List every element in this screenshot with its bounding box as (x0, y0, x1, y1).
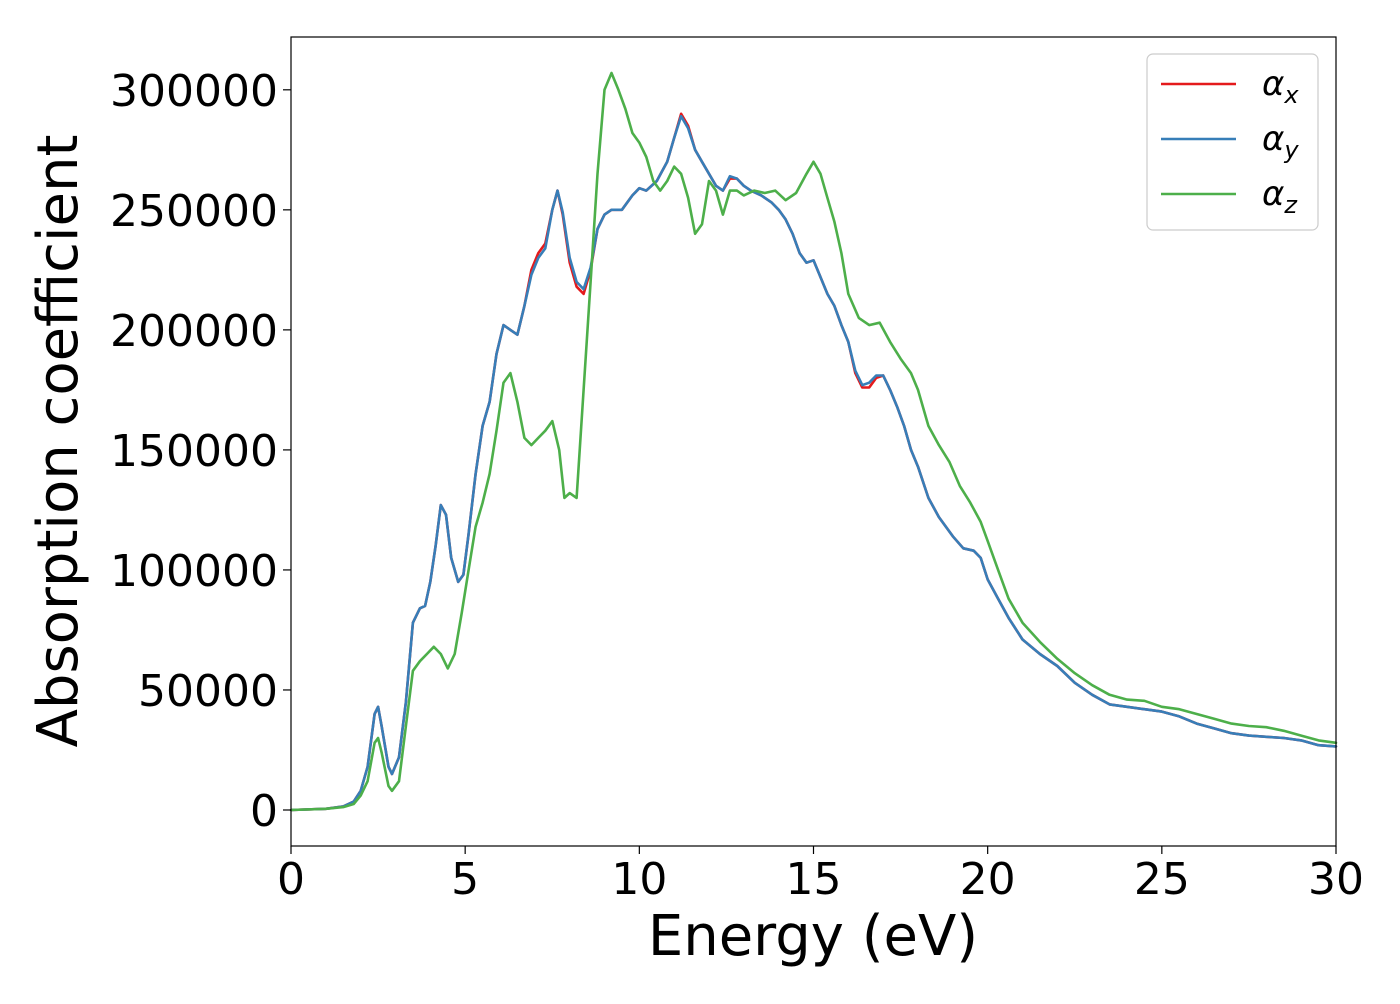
series-lines (289, 71, 1338, 812)
x-axis-label: Energy (eV) (648, 904, 978, 969)
x-tick-label: 0 (277, 854, 305, 905)
legend-label-z: αz (1262, 174, 1298, 219)
series-line-z (289, 71, 1338, 812)
legend-symbol: α (1262, 64, 1284, 104)
legend-subscript: x (1283, 81, 1299, 109)
y-tick-label: 150000 (110, 426, 278, 477)
x-tick-label: 25 (1134, 854, 1190, 905)
legend-box (1146, 53, 1319, 231)
y-tick-label: 50000 (138, 666, 278, 717)
x-tick-label: 15 (786, 854, 842, 905)
y-tick-label: 200000 (110, 306, 278, 357)
y-tick-label: 100000 (110, 546, 278, 597)
x-tick-label: 5 (451, 854, 479, 905)
legend-subscript: y (1283, 136, 1299, 164)
x-tick-label: 10 (611, 854, 667, 905)
legend-symbol: α (1262, 119, 1284, 159)
x-tick-label: 30 (1308, 854, 1364, 905)
x-axis: 0 5 10 15 20 25 30 (277, 846, 1364, 905)
series-line-y (289, 114, 1338, 812)
y-tick-label: 0 (250, 786, 278, 837)
y-tick-label: 250000 (110, 186, 278, 237)
y-axis: 0 50000 100000 150000 200000 250000 300000 (110, 66, 291, 837)
legend-label-y: αy (1262, 119, 1299, 164)
y-tick-label: 300000 (110, 66, 278, 117)
legend-symbol: α (1262, 174, 1284, 214)
y-axis-label: Absorption coefficient (26, 135, 91, 748)
legend-subscript: z (1283, 191, 1298, 219)
x-tick-label: 20 (960, 854, 1016, 905)
legend-label-x: αx (1262, 64, 1299, 109)
